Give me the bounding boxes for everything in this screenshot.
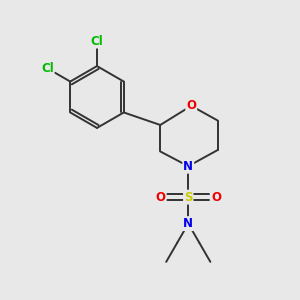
Text: N: N xyxy=(183,160,193,173)
Text: O: O xyxy=(211,190,221,204)
Text: O: O xyxy=(186,99,196,112)
Text: O: O xyxy=(156,190,166,204)
Text: S: S xyxy=(184,190,193,204)
Text: N: N xyxy=(183,217,193,230)
Text: Cl: Cl xyxy=(41,62,54,75)
Text: Cl: Cl xyxy=(91,34,103,48)
